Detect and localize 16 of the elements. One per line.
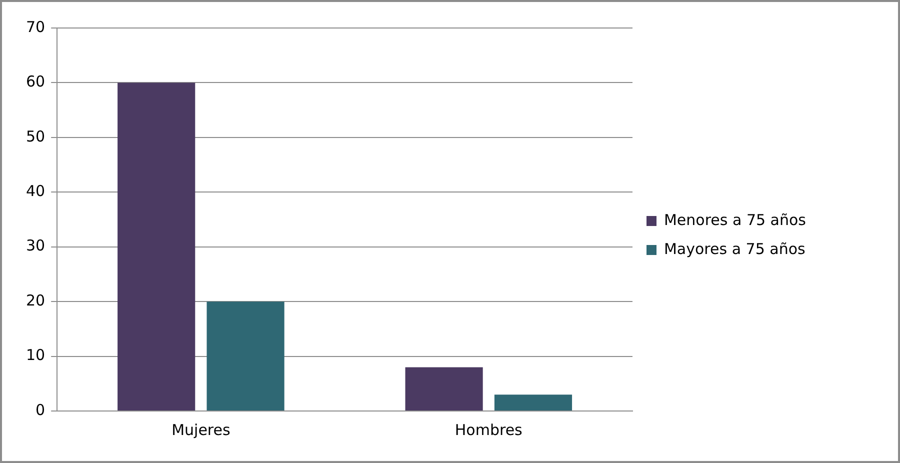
x-tick-label: Mujeres <box>172 420 230 439</box>
y-tick-label: 70 <box>26 18 46 36</box>
bar <box>118 82 196 410</box>
y-tick-label: 50 <box>26 127 46 146</box>
bar <box>206 302 284 410</box>
x-tick-label: Hombres <box>454 420 523 439</box>
legend-label: Mayores a 75 años <box>664 240 806 258</box>
y-tick-label: 40 <box>26 182 46 200</box>
bar <box>405 367 483 410</box>
y-tick-label: 60 <box>26 72 46 91</box>
y-tick-label: 30 <box>26 236 46 255</box>
y-tick-label: 10 <box>26 346 46 364</box>
bar <box>494 394 572 410</box>
y-tick-label: 20 <box>26 291 46 310</box>
y-tick-label: 0 <box>36 400 46 419</box>
legend-label: Menores a 75 años <box>664 210 806 229</box>
